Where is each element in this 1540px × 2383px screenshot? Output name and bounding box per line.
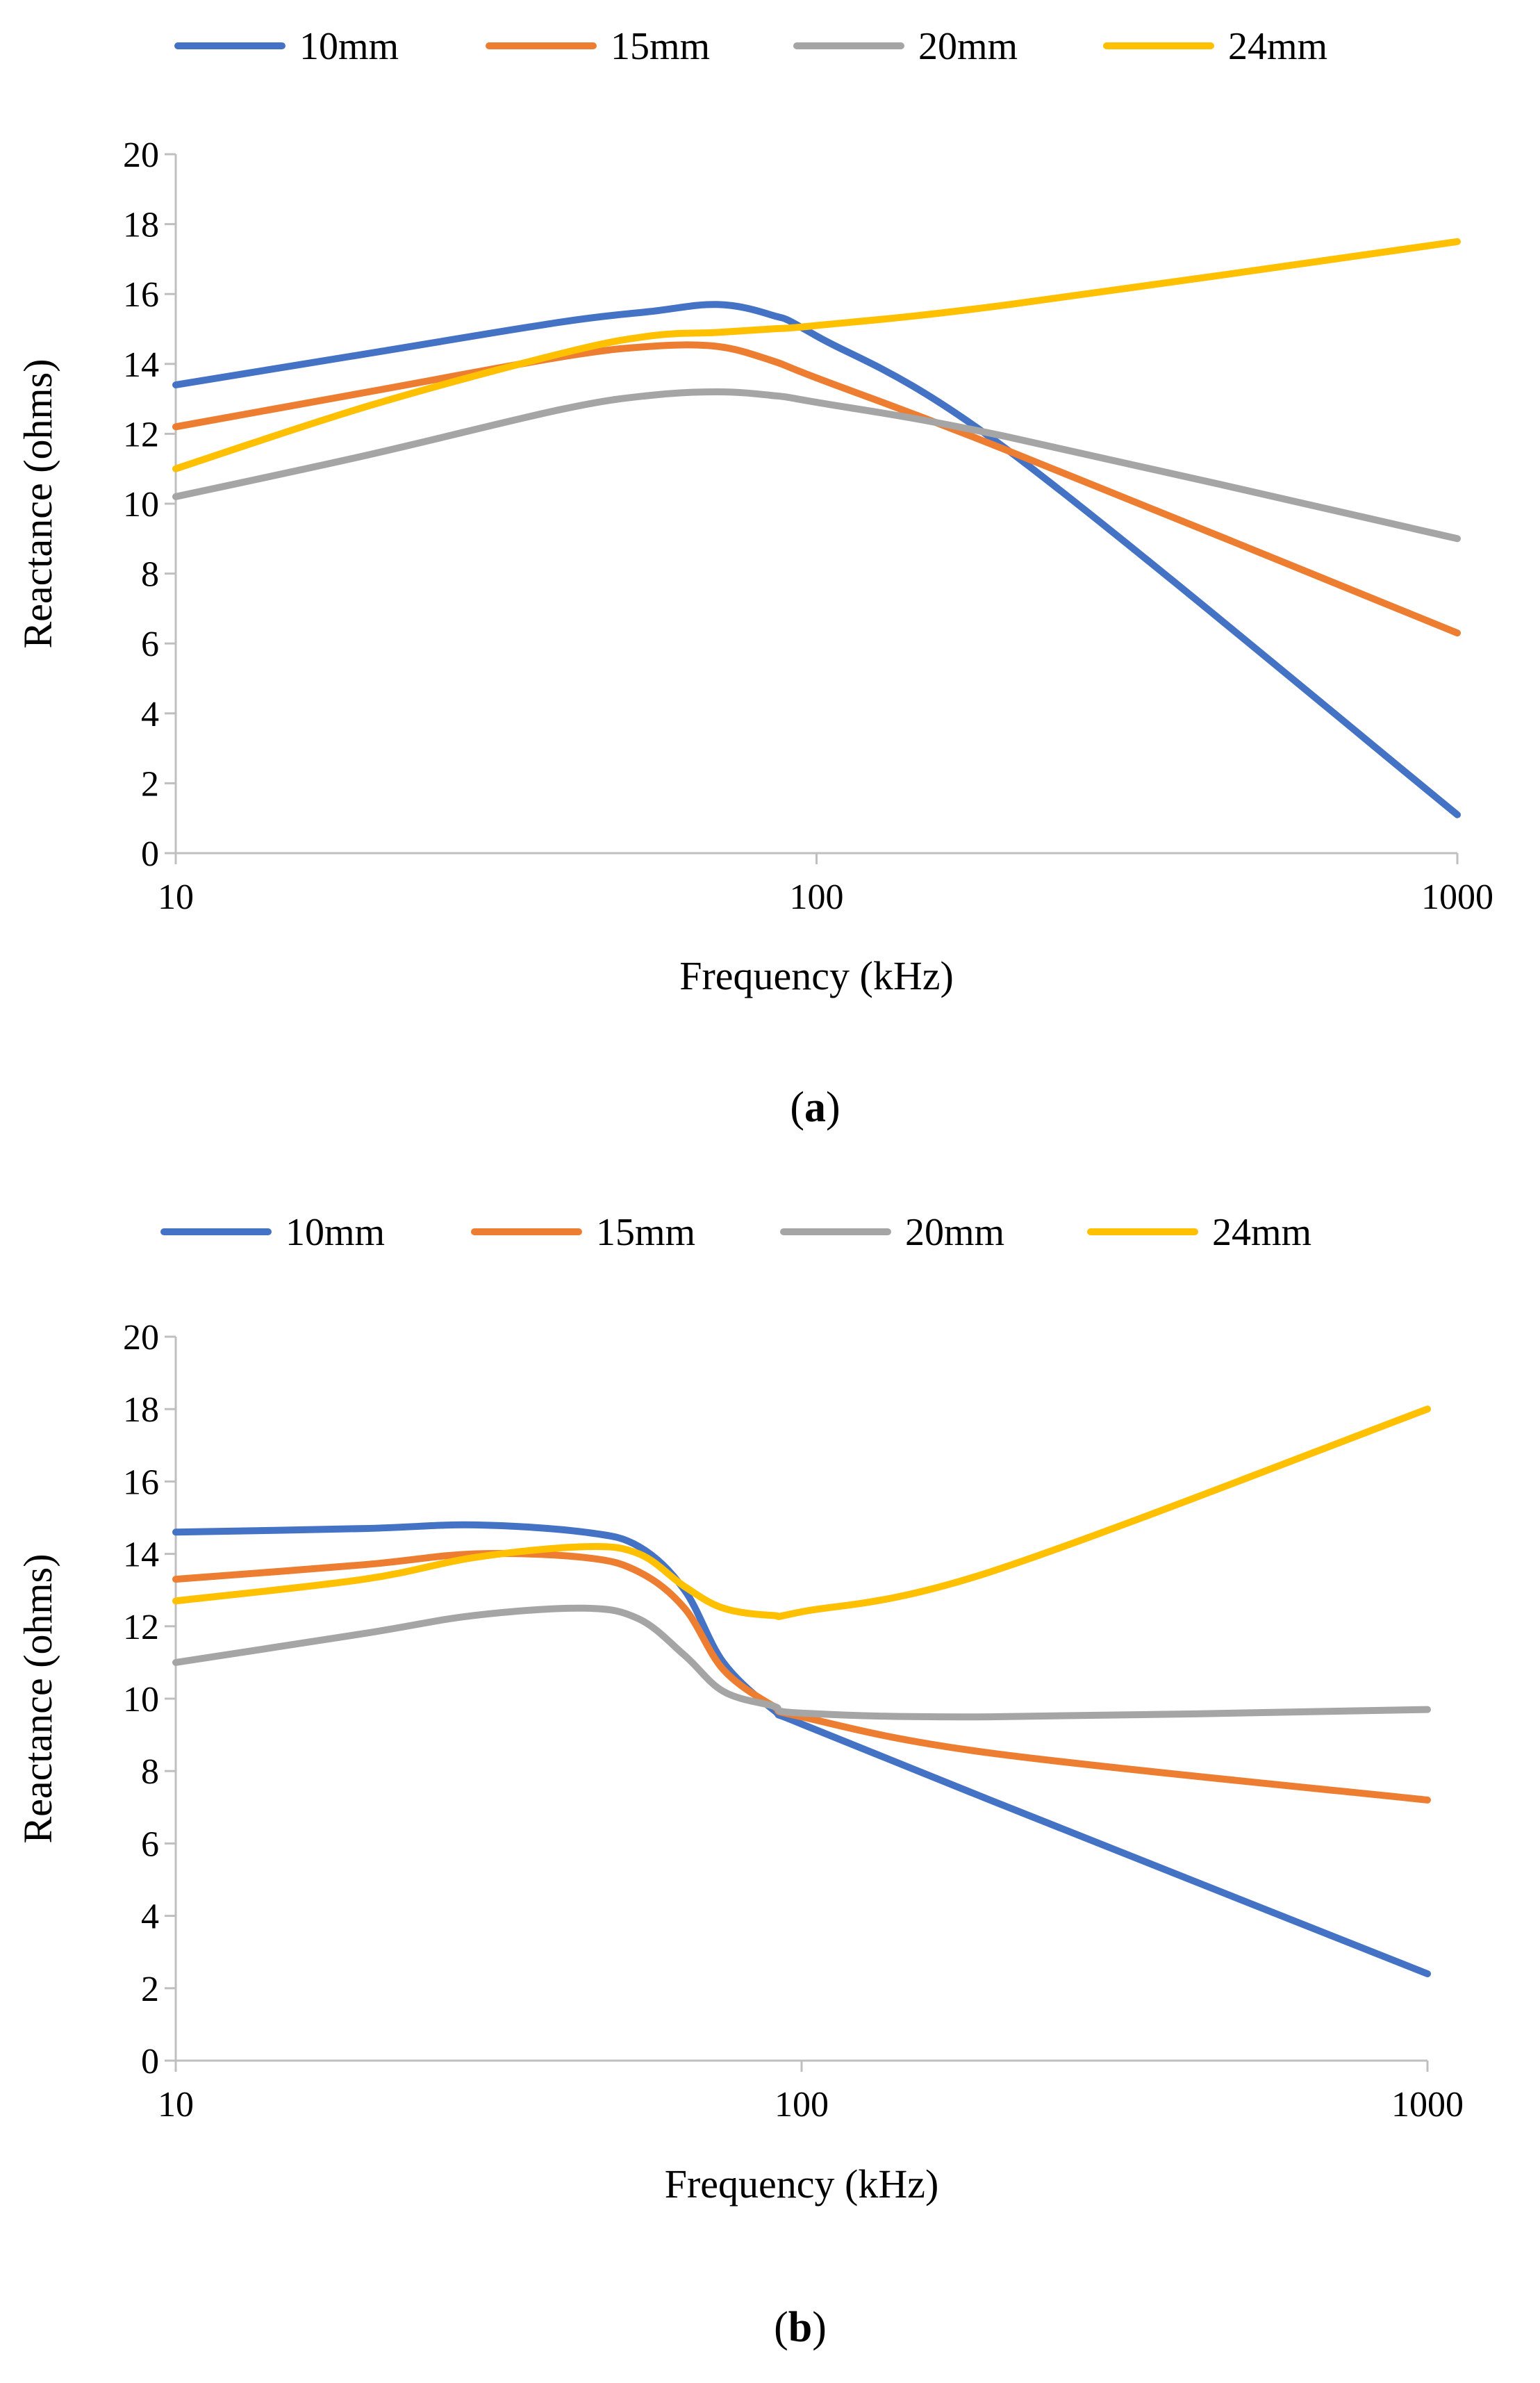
y-tick-label-b: 6 — [141, 1824, 159, 1864]
panel-caption-a: (a) — [790, 1084, 840, 1131]
legend-label-15mm-a: 15mm — [611, 25, 710, 68]
y-axis-label-a: Reactance (ohms) — [15, 358, 60, 648]
legend-b: 10mm 15mm 20mm 24mm — [160, 1211, 1311, 1254]
x-tick-label-b: 10 — [158, 2085, 194, 2125]
series-line-20mm-a — [172, 388, 1461, 543]
y-tick-label-b: 12 — [123, 1608, 159, 1647]
caption-open-a: ( — [790, 1084, 804, 1131]
series-line-15mm-b — [172, 1550, 1431, 1804]
legend-label-20mm-a: 20mm — [918, 25, 1018, 68]
caption-close-a: ) — [826, 1084, 841, 1131]
y-tick-label-b: 8 — [141, 1752, 159, 1792]
x-axis-label-a: Frequency (kHz) — [679, 953, 954, 998]
x-tick-label-a: 1000 — [1421, 877, 1493, 917]
y-tick-label-a: 2 — [141, 764, 159, 804]
y-tick-label-b: 18 — [123, 1390, 159, 1430]
series-line-15mm-a — [172, 341, 1461, 637]
y-tick-label-a: 6 — [141, 625, 159, 664]
chart-panel-a: 10mm 15mm 20mm 24mm 0 2 4 6 8 10 12 14 16 18 20 10 100 1… — [15, 25, 1493, 1131]
legend-label-15mm-b: 15mm — [596, 1211, 695, 1254]
series-line-20mm-b — [172, 1604, 1431, 1721]
legend-label-10mm-a: 10mm — [299, 25, 399, 68]
y-tick-label-b: 14 — [123, 1535, 159, 1575]
axes-a: 0 2 4 6 8 10 12 14 16 18 20 10 100 1000 — [123, 135, 1493, 917]
y-tick-label-b: 20 — [123, 1318, 159, 1358]
legend-label-24mm-b: 24mm — [1212, 1211, 1311, 1254]
caption-letter-b: b — [788, 2304, 812, 2351]
legend-label-20mm-b: 20mm — [905, 1211, 1004, 1254]
y-tick-label-a: 20 — [123, 135, 159, 175]
series-group-a — [172, 238, 1461, 818]
x-axis-label-b: Frequency (kHz) — [665, 2161, 939, 2207]
series-group-b — [172, 1405, 1431, 1977]
series-line-24mm-a — [172, 238, 1461, 472]
axes-b: 0 2 4 6 8 10 12 14 16 18 20 10 100 1000 — [123, 1318, 1464, 2125]
series-line-24mm-b — [172, 1405, 1431, 1620]
x-tick-label-a: 100 — [790, 877, 844, 917]
chart-panel-b: 10mm 15mm 20mm 24mm 0 2 4 6 8 10 12 14 16 18 20 10 100 1… — [15, 1211, 1464, 2351]
y-tick-label-a: 14 — [123, 345, 159, 385]
y-tick-label-b: 0 — [141, 2042, 159, 2081]
caption-open-b: ( — [774, 2304, 788, 2351]
y-tick-label-a: 8 — [141, 555, 159, 595]
y-tick-label-b: 4 — [141, 1897, 159, 1937]
caption-close-b: ) — [812, 2304, 827, 2351]
legend-a: 10mm 15mm 20mm 24mm — [174, 25, 1327, 68]
caption-letter-a: a — [804, 1084, 826, 1131]
legend-label-10mm-b: 10mm — [285, 1211, 385, 1254]
x-tick-label-b: 100 — [775, 2085, 829, 2125]
y-tick-label-b: 2 — [141, 1970, 159, 2009]
y-axis-label-b: Reactance (ohms) — [15, 1553, 60, 1843]
y-tick-label-b: 16 — [123, 1462, 159, 1502]
y-tick-label-a: 12 — [123, 415, 159, 454]
panel-caption-b: (b) — [774, 2304, 827, 2351]
series-line-10mm-b — [172, 1521, 1431, 1977]
x-tick-label-b: 1000 — [1391, 2085, 1464, 2125]
y-tick-label-a: 4 — [141, 695, 159, 734]
y-tick-label-a: 18 — [123, 206, 159, 245]
y-tick-label-a: 10 — [123, 485, 159, 525]
x-tick-label-a: 10 — [158, 877, 194, 917]
y-tick-label-b: 10 — [123, 1680, 159, 1720]
series-line-10mm-a — [172, 301, 1461, 818]
y-tick-label-a: 16 — [123, 275, 159, 315]
legend-label-24mm-a: 24mm — [1228, 25, 1327, 68]
y-tick-label-a: 0 — [141, 834, 159, 874]
